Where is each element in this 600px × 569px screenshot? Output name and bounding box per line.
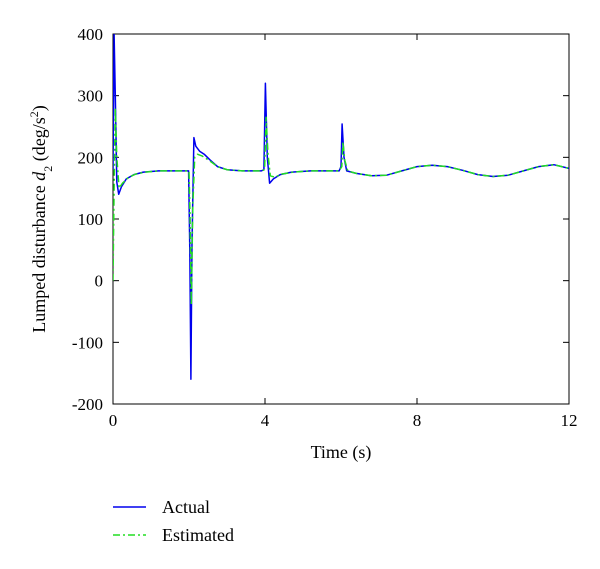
x-tick-label: 4 [261,411,270,430]
y-axis-label: Lumped disturbance d2 (deg/s2) [27,105,55,332]
axis-ticks: 0 4 8 12 -200 -100 0 100 200 300 400 [72,25,578,430]
y-tick-label: 200 [78,148,104,167]
legend: Actual Estimated [113,497,234,545]
x-tick-label: 12 [561,411,578,430]
series-line-estimated [113,107,569,307]
legend-label-estimated: Estimated [162,525,234,545]
y-tick-label: 0 [95,272,104,291]
series-line-actual [113,34,569,381]
x-tick-label: 8 [413,411,422,430]
legend-label-actual: Actual [162,497,210,517]
y-tick-label: -100 [72,333,103,352]
x-tick-label: 0 [109,411,118,430]
y-tick-label: 100 [78,210,104,229]
y-tick-label: 300 [78,87,104,106]
series-lines [113,34,569,381]
plot-frame [112,33,570,405]
y-tick-label: -200 [72,395,103,414]
x-axis-label: Time (s) [311,442,372,463]
y-tick-label: 400 [78,25,104,44]
